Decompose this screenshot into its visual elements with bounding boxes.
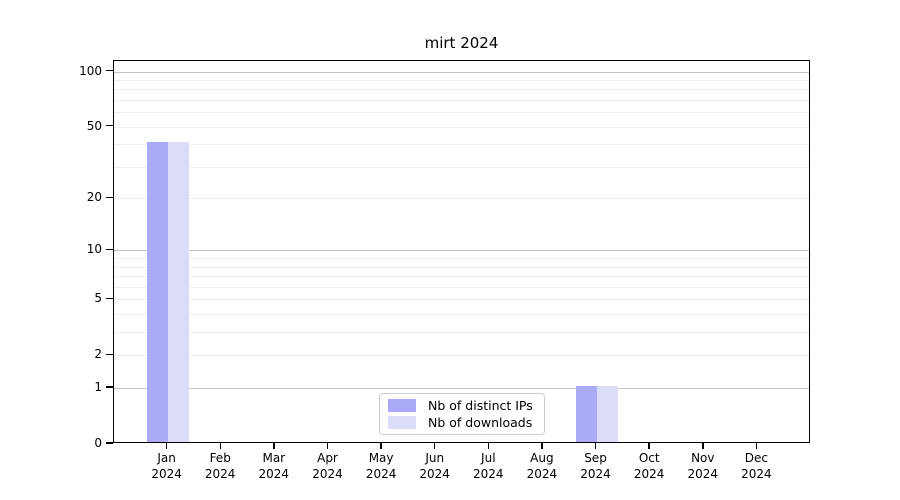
x-tick-month: Jun xyxy=(425,451,445,465)
x-tick-year: 2024 xyxy=(365,467,397,481)
x-tick-month: Apr xyxy=(317,451,338,465)
x-tick-year: 2024 xyxy=(312,467,343,481)
x-axis-tick xyxy=(326,443,329,449)
y-axis-tick xyxy=(106,69,113,72)
gridline-minor xyxy=(114,99,809,101)
legend-swatch-distinct-ips xyxy=(388,399,416,413)
x-axis-tick-label: Jan 2024 xyxy=(135,450,199,482)
y-axis-tick-label: 5 xyxy=(94,291,102,306)
y-axis-tick-label: 10 xyxy=(86,242,102,257)
grid-layer xyxy=(114,61,809,442)
y-axis-tick xyxy=(106,442,113,444)
gridline-minor xyxy=(114,112,809,114)
gridline-minor xyxy=(114,266,809,268)
x-tick-month: Feb xyxy=(209,451,231,465)
y-axis-tick xyxy=(106,386,113,388)
gridline-minor xyxy=(114,89,809,91)
y-axis-tick xyxy=(106,248,113,251)
chart-title: mirt 2024 xyxy=(424,34,499,52)
x-tick-month: Sep xyxy=(584,451,607,465)
y-axis-tick-label: 20 xyxy=(86,190,102,205)
bar-downloads-sep xyxy=(596,386,618,442)
x-tick-year: 2024 xyxy=(580,467,611,481)
gridline-minor xyxy=(114,314,809,316)
x-tick-year: 2024 xyxy=(741,467,772,481)
gridline-minor xyxy=(114,332,809,334)
x-tick-month: May xyxy=(368,451,394,465)
legend-label-downloads: Nb of downloads xyxy=(428,414,533,430)
x-axis-tick xyxy=(594,443,597,449)
x-tick-year: 2024 xyxy=(687,467,719,481)
y-axis-tick-label: 50 xyxy=(86,118,102,133)
x-axis-tick-label: Oct 2024 xyxy=(617,450,681,482)
gridline-minor xyxy=(114,276,809,278)
gridline-minor xyxy=(114,355,809,357)
x-tick-month: Oct xyxy=(638,451,660,465)
x-axis-tick-label: Aug 2024 xyxy=(510,450,574,482)
x-tick-month: Jan xyxy=(157,451,176,465)
x-axis-tick xyxy=(755,443,758,449)
x-tick-year: 2024 xyxy=(419,467,450,481)
x-tick-month: Mar xyxy=(262,451,286,465)
y-axis-tick xyxy=(106,196,113,198)
gridline-minor xyxy=(114,286,809,288)
y-axis-tick-label: 1 xyxy=(94,380,102,395)
y-axis-tick-label: 100 xyxy=(79,63,102,78)
gridline-minor xyxy=(114,79,809,81)
bar-distinct-ips-sep xyxy=(575,386,597,442)
x-axis-tick-label: May 2024 xyxy=(349,450,413,482)
x-axis-tick xyxy=(380,443,382,449)
x-axis-tick-label: Apr 2024 xyxy=(296,450,360,482)
x-tick-month: Dec xyxy=(744,451,768,465)
plot-area xyxy=(113,60,810,443)
gridline-minor xyxy=(114,258,809,260)
x-tick-year: 2024 xyxy=(526,467,558,481)
x-axis-tick xyxy=(487,443,490,449)
bar-distinct-ips-jan xyxy=(146,142,168,442)
x-axis-tick-label: Sep 2024 xyxy=(564,450,628,482)
gridline-major xyxy=(114,71,809,73)
gridline-major xyxy=(114,388,809,390)
x-axis-tick-label: Dec 2024 xyxy=(724,450,788,482)
gridline-minor xyxy=(114,166,809,168)
x-axis-tick-label: Jun 2024 xyxy=(403,450,467,482)
x-axis-tick xyxy=(433,443,436,449)
gridline-minor xyxy=(114,299,809,301)
y-axis-tick xyxy=(106,297,113,300)
x-axis-tick-label: Mar 2024 xyxy=(242,450,306,482)
x-axis-tick xyxy=(165,443,168,449)
x-tick-year: 2024 xyxy=(204,467,236,481)
x-tick-month: Jul xyxy=(481,451,496,465)
x-axis-tick-label: Feb 2024 xyxy=(188,450,252,482)
bars-layer xyxy=(114,61,809,442)
gridline-minor xyxy=(114,144,809,146)
legend-swatch-downloads xyxy=(388,415,416,429)
y-axis-tick xyxy=(106,124,113,127)
x-axis-tick-label: Nov 2024 xyxy=(671,450,735,482)
x-tick-month: Aug xyxy=(530,451,554,465)
x-axis-tick xyxy=(702,443,704,449)
x-axis-tick-label: Jul 2024 xyxy=(456,450,520,482)
gridline-minor xyxy=(114,126,809,128)
x-axis-tick xyxy=(219,443,221,449)
x-axis-tick xyxy=(648,443,650,449)
legend: Nb of distinct IPs Nb of downloads xyxy=(379,393,545,435)
x-tick-year: 2024 xyxy=(473,467,504,481)
x-tick-year: 2024 xyxy=(258,467,290,481)
x-tick-year: 2024 xyxy=(151,467,182,481)
x-tick-month: Nov xyxy=(691,451,715,465)
gridline-minor xyxy=(114,198,809,200)
legend-item-downloads: Nb of downloads xyxy=(380,415,544,430)
bar-downloads-jan xyxy=(167,142,189,442)
x-axis-tick xyxy=(541,443,543,449)
legend-item-distinct-ips: Nb of distinct IPs xyxy=(380,398,544,413)
y-axis-tick xyxy=(106,353,113,356)
legend-label-distinct-ips: Nb of distinct IPs xyxy=(428,398,533,414)
x-tick-year: 2024 xyxy=(633,467,665,481)
x-axis-tick xyxy=(273,443,275,449)
gridline-major xyxy=(114,250,809,252)
y-axis-tick-label: 2 xyxy=(94,347,102,362)
y-axis-tick-label: 0 xyxy=(94,436,102,450)
